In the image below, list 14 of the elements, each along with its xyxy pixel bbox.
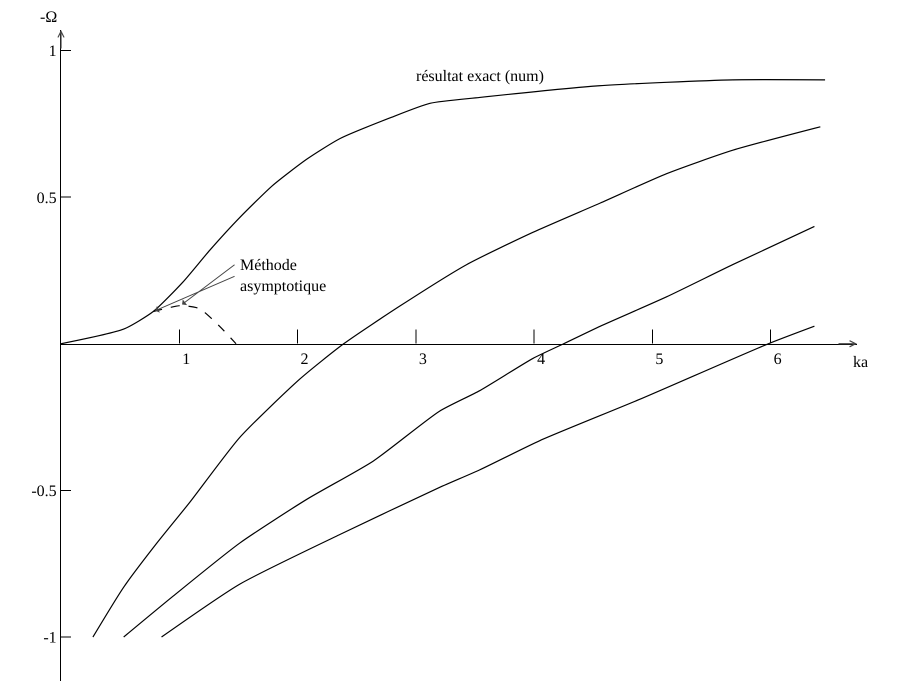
- x-tick-label: 1: [182, 351, 190, 368]
- series-label: résultat exact (num): [416, 68, 544, 85]
- text: Méthode asymptotique: [240, 257, 326, 295]
- y-tick-label: 0.5: [36, 190, 57, 207]
- x-tick-label: 2: [300, 351, 309, 368]
- x-tick-label: 4: [537, 351, 546, 368]
- x-tick-label: 3: [418, 351, 427, 368]
- x-tick-label: 5: [655, 351, 664, 368]
- y-tick-label: -0.5: [31, 482, 57, 500]
- x-tick-label: 6: [774, 351, 782, 368]
- y-axis-title: -Ω: [40, 9, 58, 26]
- y-tick-label: -1: [43, 630, 57, 647]
- x-axis-title: ka: [853, 354, 868, 371]
- y-tick-label: 1: [48, 43, 57, 60]
